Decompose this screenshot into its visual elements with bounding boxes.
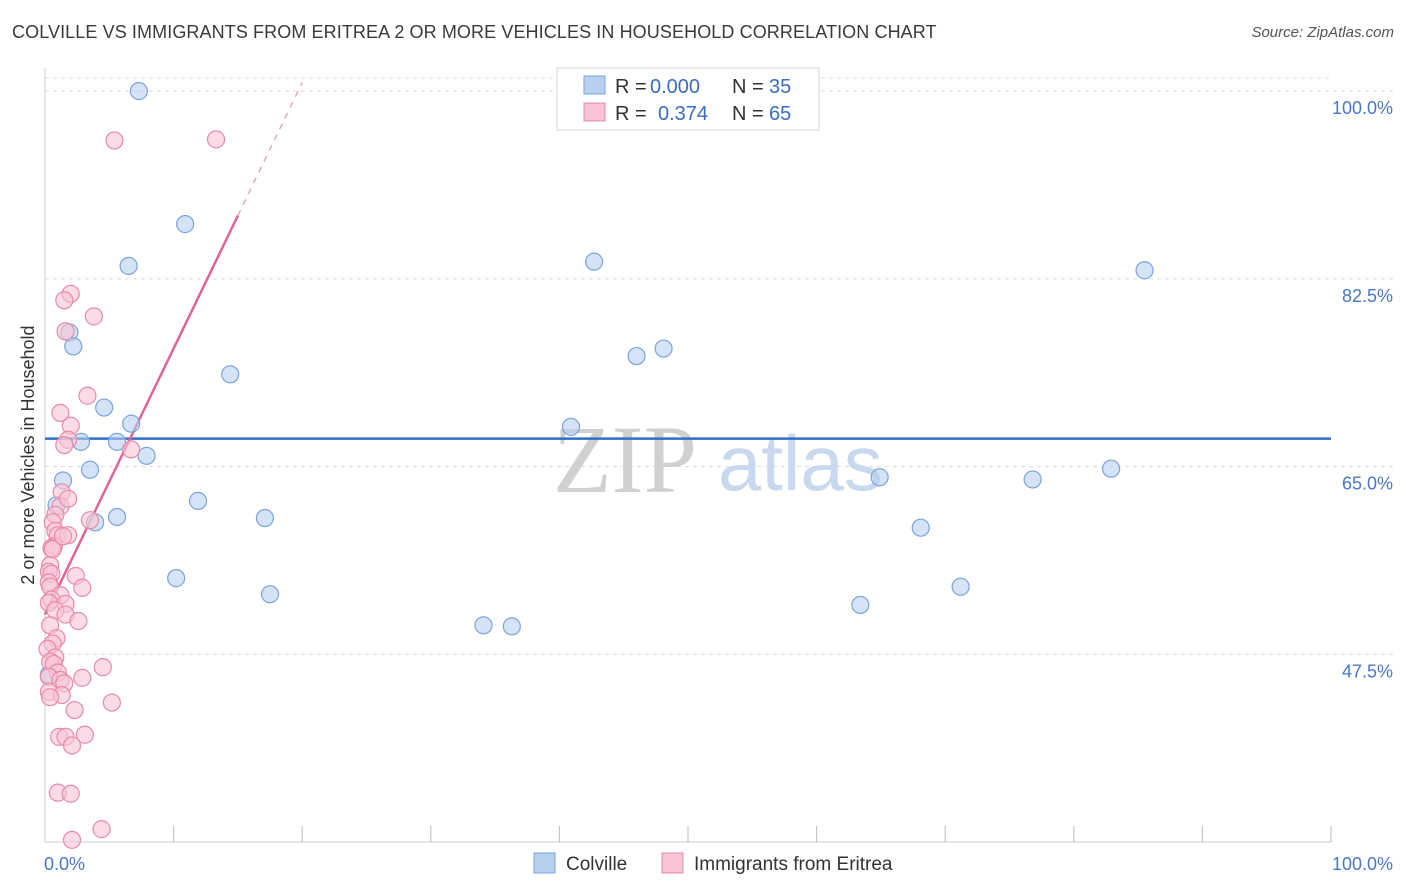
point-eritrea-62 bbox=[59, 489, 78, 508]
y-tick-label-0: 47.5% bbox=[1342, 661, 1393, 681]
point-colville-13 bbox=[107, 432, 127, 451]
point-colville-2 bbox=[176, 215, 195, 234]
point-colville-11 bbox=[95, 398, 114, 417]
point-eritrea-59 bbox=[61, 784, 80, 803]
point-eritrea-3 bbox=[55, 291, 74, 310]
grid-lines bbox=[45, 77, 1393, 655]
point-colville-21 bbox=[1101, 459, 1121, 478]
point-eritrea-35 bbox=[69, 611, 88, 631]
point-colville-32 bbox=[474, 616, 493, 635]
point-colville-29 bbox=[260, 585, 280, 604]
point-eritrea-5 bbox=[56, 322, 75, 341]
trend-line-eritrea-extension bbox=[237, 82, 303, 216]
legend-n-label-1: N = bbox=[732, 76, 764, 98]
point-colville-9 bbox=[627, 346, 646, 366]
point-eritrea-61 bbox=[62, 830, 82, 849]
point-eritrea-43 bbox=[93, 658, 112, 677]
correlation-legend: R = 0.000 N = 35 R = 0.374 N = 65 bbox=[556, 67, 820, 131]
y-axis-label: 2 or more Vehicles in Household bbox=[18, 325, 38, 584]
point-eritrea-57 bbox=[62, 736, 82, 755]
point-eritrea-15 bbox=[80, 511, 100, 530]
series-legend: Colville Immigrants from Eritrea bbox=[533, 852, 893, 875]
point-eritrea-60 bbox=[92, 820, 111, 839]
point-colville-16 bbox=[561, 417, 581, 436]
point-colville-5 bbox=[1135, 261, 1154, 280]
point-eritrea-7 bbox=[51, 403, 70, 423]
point-colville-27 bbox=[911, 518, 930, 537]
legend-n-label-2: N = bbox=[732, 103, 764, 125]
x-tick-label-min: 0.0% bbox=[44, 854, 85, 874]
y-tick-label-1: 65.0% bbox=[1342, 474, 1393, 494]
data-points bbox=[38, 81, 1154, 849]
point-eritrea-0 bbox=[105, 131, 124, 150]
series-label-eritrea: Immigrants from Eritrea bbox=[694, 854, 893, 875]
legend-n-value-1: 35 bbox=[769, 76, 791, 98]
point-colville-31 bbox=[851, 595, 870, 615]
series-swatch-colville bbox=[533, 852, 556, 874]
legend-n-value-2: 65 bbox=[769, 103, 791, 125]
y-tick-label-3: 100.0% bbox=[1332, 98, 1393, 118]
point-eritrea-4 bbox=[84, 307, 103, 326]
point-colville-26 bbox=[255, 508, 275, 528]
series-label-colville: Colville bbox=[566, 854, 627, 875]
point-colville-33 bbox=[502, 617, 521, 636]
legend-r-value-2: 0.374 bbox=[658, 103, 708, 125]
point-colville-30 bbox=[951, 577, 970, 596]
point-eritrea-63 bbox=[43, 540, 62, 559]
point-colville-20 bbox=[1023, 470, 1042, 489]
point-colville-15 bbox=[137, 446, 156, 465]
y-tick-label-2: 82.5% bbox=[1342, 286, 1393, 306]
legend-r-label-2: R = bbox=[615, 103, 647, 125]
point-eritrea-46 bbox=[73, 668, 92, 687]
point-colville-24 bbox=[107, 507, 127, 527]
trend-line-eritrea bbox=[43, 214, 240, 616]
watermark-atlas: atlas bbox=[718, 419, 883, 507]
point-eritrea-11 bbox=[122, 440, 141, 459]
legend-swatch-eritrea bbox=[583, 102, 606, 122]
legend-r-label-1: R = bbox=[615, 76, 647, 98]
point-eritrea-1 bbox=[206, 130, 226, 149]
point-eritrea-52 bbox=[65, 700, 84, 720]
point-colville-28 bbox=[167, 569, 186, 588]
point-colville-7 bbox=[64, 337, 83, 356]
legend-swatch-colville bbox=[583, 75, 606, 95]
point-colville-12 bbox=[122, 414, 141, 433]
point-eritrea-28 bbox=[73, 578, 92, 597]
series-swatch-eritrea bbox=[661, 852, 684, 874]
point-colville-10 bbox=[654, 339, 673, 358]
legend-r-value-1: 0.000 bbox=[650, 76, 700, 98]
point-eritrea-53 bbox=[41, 688, 60, 707]
point-eritrea-10 bbox=[55, 435, 74, 455]
point-eritrea-56 bbox=[75, 725, 94, 744]
point-colville-3 bbox=[119, 256, 138, 276]
point-colville-4 bbox=[585, 252, 604, 271]
point-colville-18 bbox=[80, 460, 100, 479]
trend-lines bbox=[43, 82, 1331, 616]
point-colville-19 bbox=[870, 468, 889, 487]
y-tick-labels: 47.5% 65.0% 82.5% 100.0% bbox=[1332, 98, 1393, 681]
point-eritrea-64 bbox=[53, 527, 73, 546]
source-label: Source: ZipAtlas.com bbox=[1251, 24, 1394, 41]
point-colville-22 bbox=[188, 491, 208, 510]
point-colville-0 bbox=[129, 81, 148, 101]
point-eritrea-51 bbox=[102, 693, 121, 712]
axes bbox=[44, 68, 1332, 843]
point-eritrea-6 bbox=[78, 386, 97, 405]
x-tick-label-max: 100.0% bbox=[1332, 854, 1393, 874]
point-colville-8 bbox=[221, 365, 240, 384]
chart-title: COLVILLE VS IMMIGRANTS FROM ERITREA 2 OR… bbox=[12, 22, 937, 42]
